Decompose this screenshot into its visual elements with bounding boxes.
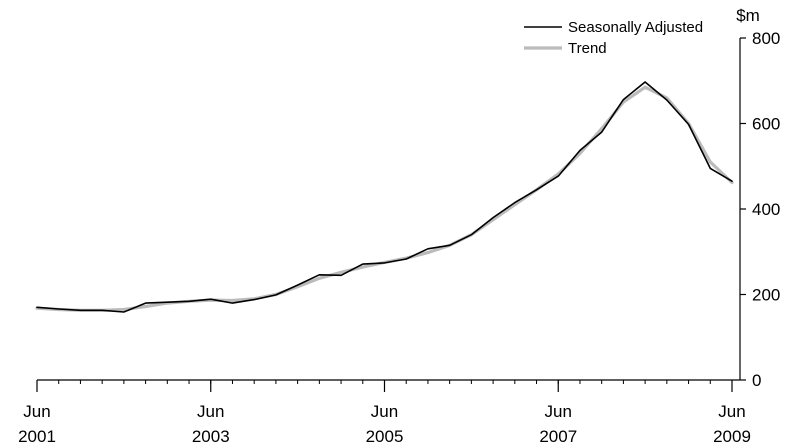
legend-label: Trend bbox=[568, 40, 607, 57]
x-tick-year-label: 2001 bbox=[18, 427, 56, 446]
y-tick-label: 800 bbox=[752, 29, 780, 48]
x-tick-month-label: Jun bbox=[197, 402, 224, 421]
y-tick-label: 200 bbox=[752, 286, 780, 305]
x-tick-month-label: Jun bbox=[23, 402, 50, 421]
y-axis-unit-label: $m bbox=[736, 6, 760, 25]
x-tick-year-label: 2009 bbox=[713, 427, 751, 446]
y-axis-ticks: 0 200 400 600 800 bbox=[740, 29, 780, 390]
y-tick-label: 0 bbox=[752, 371, 761, 390]
x-axis-ticks: Jun 2001 Jun 2003 Jun 2005 Jun 2007 Jun 2009 bbox=[18, 380, 751, 446]
axes-layer bbox=[37, 38, 741, 381]
x-tick-month-label: Jun bbox=[371, 402, 398, 421]
x-tick-year-label: 2005 bbox=[366, 427, 404, 446]
series-layer bbox=[35, 81, 734, 313]
legend: Seasonally Adjusted Trend bbox=[524, 19, 703, 57]
x-tick-month-label: Jun bbox=[545, 402, 572, 421]
x-tick-year-label: 2007 bbox=[539, 427, 577, 446]
y-tick-label: 400 bbox=[752, 200, 780, 219]
series-line-trend bbox=[35, 85, 734, 312]
y-tick-label: 600 bbox=[752, 115, 780, 134]
legend-label: Seasonally Adjusted bbox=[568, 19, 703, 36]
x-tick-month-label: Jun bbox=[718, 402, 745, 421]
series-line-seasonally-adjusted bbox=[36, 81, 733, 313]
x-tick-year-label: 2003 bbox=[192, 427, 230, 446]
